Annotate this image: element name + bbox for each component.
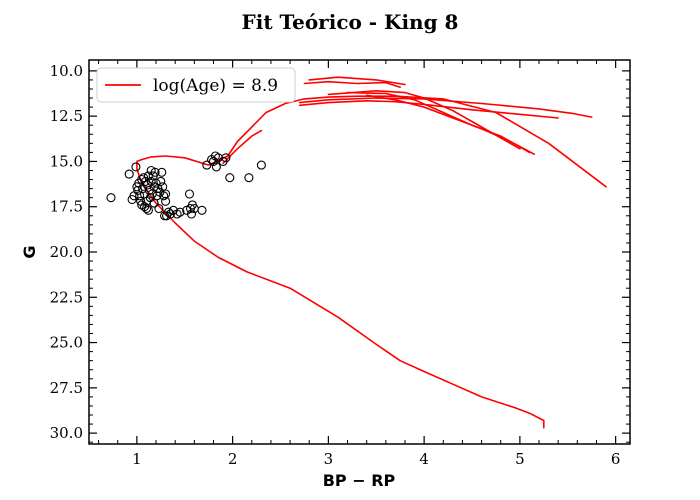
star-point: [124, 169, 134, 179]
star-point: [175, 207, 185, 217]
y-tick-label: 12.5: [50, 107, 83, 125]
isochrone-line-8: [222, 129, 263, 164]
star-point: [131, 162, 141, 172]
x-tick-label: 2: [228, 450, 238, 468]
star-point: [157, 167, 167, 177]
isochrone-line-5: [365, 94, 535, 155]
star-point: [172, 209, 182, 219]
y-tick-label: 30.0: [50, 424, 83, 442]
star-point: [202, 160, 212, 170]
legend-box: [96, 67, 296, 103]
legend-label: log(Age) = 8.9: [153, 76, 278, 96]
star-point: [156, 176, 166, 186]
y-tick-label: 10.0: [50, 62, 83, 80]
star-point: [150, 167, 160, 177]
isochrone-line-3: [327, 90, 521, 150]
star-point: [154, 203, 164, 214]
isochrone-line-1: [298, 97, 593, 118]
star-point: [161, 196, 171, 206]
star-point: [146, 176, 156, 186]
star-point: [163, 207, 174, 217]
plot-content: [106, 76, 607, 429]
y-tick-label: 15.0: [50, 152, 83, 170]
x-tick-label: 1: [132, 450, 142, 468]
y-tick-label: 17.5: [50, 198, 83, 216]
x-tick-label: 5: [515, 450, 525, 468]
star-point: [159, 191, 169, 201]
star-point: [161, 189, 171, 199]
isochrone-line-6: [308, 76, 406, 86]
isochrone-line-4: [346, 91, 531, 154]
star-point: [225, 173, 235, 183]
plot-area: [106, 76, 607, 429]
star-point: [143, 205, 153, 215]
star-point: [106, 193, 116, 203]
star-point: [221, 153, 231, 163]
star-point: [210, 151, 220, 161]
star-point: [184, 189, 195, 199]
x-axis-label: BP − RP: [323, 471, 396, 490]
isochrone-line-0: [136, 95, 607, 429]
star-point: [197, 205, 207, 215]
isochrone-line-7: [303, 80, 401, 88]
y-axis-label: G: [20, 245, 39, 258]
x-tick-label: 4: [419, 450, 429, 468]
star-point: [211, 162, 221, 172]
star-point: [186, 209, 197, 219]
star-point: [244, 173, 254, 183]
star-point: [141, 203, 152, 214]
y-tick-label: 20.0: [50, 243, 83, 261]
y-tick-label: 27.5: [50, 379, 83, 397]
star-point: [256, 160, 266, 170]
legend: log(Age) = 8.9: [96, 67, 296, 103]
axes: 1 2 3 4 5 6 10.0 12.5 15.0 17.5 20.0 22.5 25.0 27.5 30…: [50, 59, 631, 468]
x-tick-label: 6: [611, 450, 621, 468]
x-tick-label: 3: [324, 450, 334, 468]
y-tick-label: 22.5: [50, 288, 83, 306]
chart-title: Fit Teórico - King 8: [242, 10, 459, 34]
y-tick-label: 25.0: [50, 334, 83, 352]
